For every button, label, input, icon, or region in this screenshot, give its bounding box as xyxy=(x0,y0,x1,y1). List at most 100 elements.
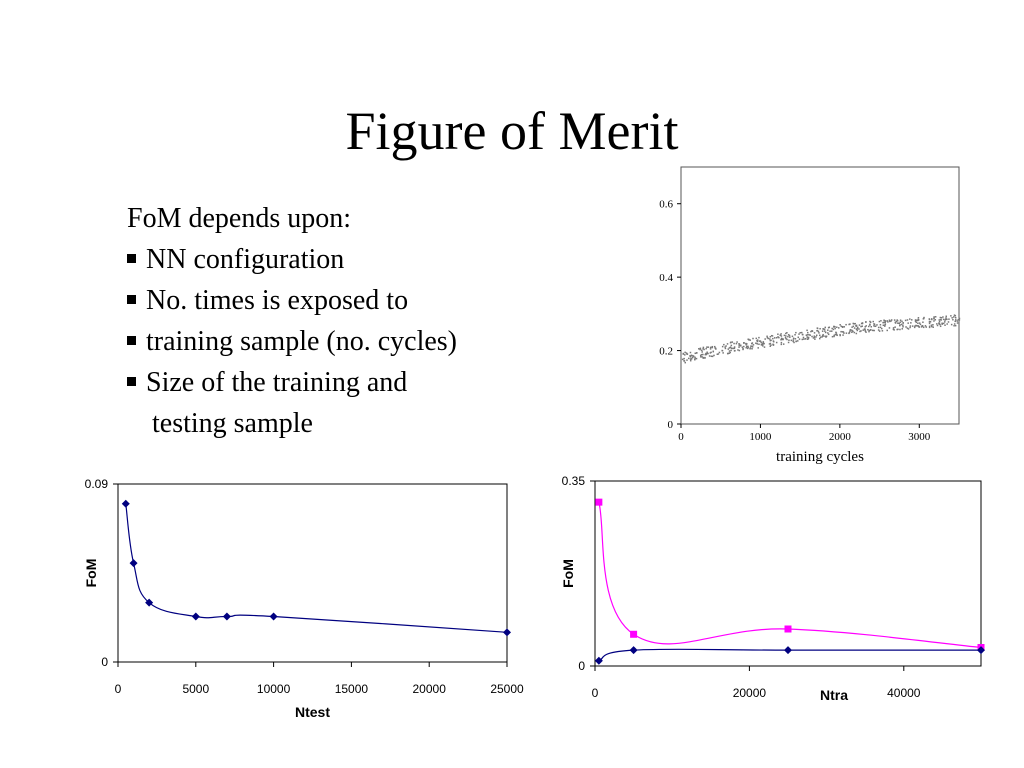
scatter-point xyxy=(738,346,740,348)
scatter-point xyxy=(730,347,733,350)
scatter-point xyxy=(930,324,933,326)
scatter-point xyxy=(957,318,960,321)
scatter-point xyxy=(899,321,902,323)
scatter-point xyxy=(733,342,735,345)
scatter-point xyxy=(706,346,708,348)
scatter-point xyxy=(901,328,904,330)
scatter-point xyxy=(760,341,762,344)
scatter-point xyxy=(928,325,931,328)
scatter-point xyxy=(860,330,862,332)
scatter-point xyxy=(770,334,773,337)
scatter-point xyxy=(865,331,867,333)
scatter-point xyxy=(886,320,889,322)
scatter-point xyxy=(879,326,882,329)
scatter-point xyxy=(945,318,947,321)
scatter-point xyxy=(849,330,851,333)
scatter-point xyxy=(704,357,706,359)
scatter-point xyxy=(839,334,841,337)
scatter-point xyxy=(815,334,818,337)
scatter-point xyxy=(928,322,931,325)
scatter-point xyxy=(824,331,827,334)
bullet-intro: FoM depends upon: xyxy=(127,203,351,234)
scatter-point xyxy=(841,325,844,328)
scatter-point xyxy=(934,316,937,318)
scatter-point xyxy=(695,357,698,360)
scatter-point xyxy=(732,347,735,350)
y-tick-label: 0.2 xyxy=(659,346,673,358)
scatter-point xyxy=(769,338,771,340)
scatter-point xyxy=(951,317,953,319)
scatter-point xyxy=(915,324,917,327)
scatter-point xyxy=(795,340,797,343)
x-tick-label: 0 xyxy=(115,682,122,696)
scatter-point xyxy=(806,334,809,336)
scatter-point xyxy=(816,327,819,330)
scatter-point xyxy=(780,333,782,335)
scatter-point xyxy=(958,317,961,320)
scatter-point xyxy=(755,342,757,344)
scatter-point xyxy=(783,334,786,337)
scatter-point xyxy=(811,330,813,332)
scatter-point xyxy=(929,321,931,323)
x-tick-label: 10000 xyxy=(257,682,291,696)
scatter-point xyxy=(914,325,916,327)
scatter-point xyxy=(735,342,738,345)
scatter-point xyxy=(928,326,931,329)
scatter-point xyxy=(721,345,724,348)
scatter-point xyxy=(787,335,789,338)
scatter-point xyxy=(945,317,947,319)
scatter-point xyxy=(703,348,705,351)
scatter-point xyxy=(780,335,783,337)
scatter-point xyxy=(906,327,909,329)
diamond-marker xyxy=(269,612,278,621)
scatter-point xyxy=(954,324,957,327)
scatter-point xyxy=(769,345,772,348)
scatter-point xyxy=(939,323,941,326)
scatter-point xyxy=(742,348,744,351)
scatter-point xyxy=(849,323,851,325)
scatter-point xyxy=(716,353,719,356)
scatter-point xyxy=(760,344,763,346)
scatter-point xyxy=(855,324,857,327)
scatter-point xyxy=(706,352,708,355)
scatter-point xyxy=(865,321,867,323)
scatter-point xyxy=(767,337,770,340)
scatter-point xyxy=(746,343,748,345)
scatter-point xyxy=(801,331,803,334)
scatter-point xyxy=(923,316,925,319)
bullet-list: FoM depends upon: NN configuration No. t… xyxy=(127,198,457,444)
scatter-point xyxy=(764,338,766,340)
scatter-point xyxy=(775,341,778,344)
scatter-point xyxy=(711,345,714,348)
scatter-point xyxy=(772,344,775,346)
scatter-point xyxy=(707,346,710,348)
scatter-point xyxy=(806,336,808,338)
scatter-point xyxy=(839,324,841,326)
scatter-point xyxy=(813,335,816,337)
scatter-point xyxy=(837,327,840,329)
scatter-point xyxy=(886,329,888,332)
x-tick-label: 20000 xyxy=(413,682,447,696)
scatter-point xyxy=(818,334,821,337)
diamond-marker xyxy=(977,646,985,655)
scatter-point xyxy=(775,336,778,339)
scatter-point xyxy=(773,337,776,339)
series-line xyxy=(598,648,981,662)
scatter-point xyxy=(768,343,771,345)
scatter-point xyxy=(745,342,747,345)
scatter-point xyxy=(705,352,707,355)
scatter-point xyxy=(919,323,922,326)
slide-title: Figure of Merit xyxy=(345,101,679,161)
scatter-point xyxy=(869,321,872,323)
y-axis-label: FoM xyxy=(83,559,99,588)
scatter-point xyxy=(936,323,938,325)
scatter-point xyxy=(823,328,826,330)
plot-frame xyxy=(594,480,982,667)
scatter-point xyxy=(956,320,958,322)
square-bullet-icon xyxy=(127,377,136,387)
scatter-point xyxy=(771,335,774,337)
scatter-point xyxy=(745,346,747,349)
scatter-point xyxy=(924,325,927,327)
scatter-point xyxy=(909,326,911,329)
